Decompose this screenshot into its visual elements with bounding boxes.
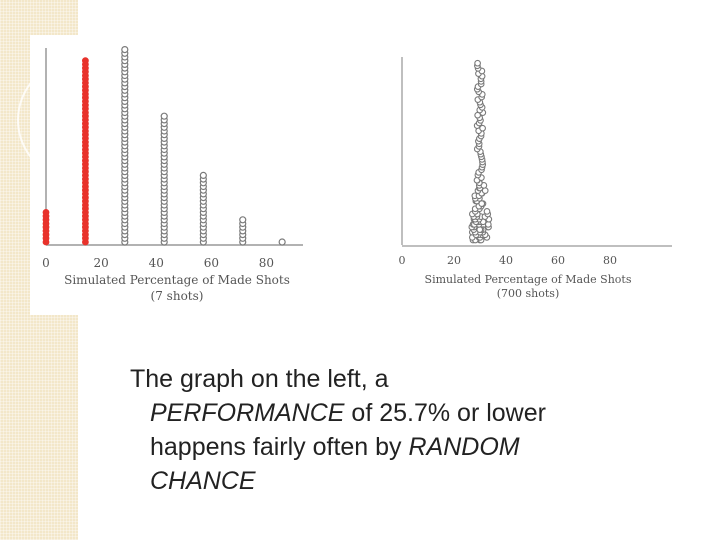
left-dot <box>239 216 247 224</box>
caption-line-4: CHANCE <box>130 464 690 498</box>
right-tick-label: 40 <box>499 254 513 267</box>
right-dots <box>468 59 493 244</box>
caption-line-1: The graph on the left, a <box>130 362 690 396</box>
left-tick-label: 20 <box>93 256 108 270</box>
left-dot <box>199 171 207 179</box>
right-tick-label: 20 <box>447 254 461 267</box>
left-x-axis-subtitle: (7 shots) <box>151 289 204 303</box>
left-dot <box>42 208 50 216</box>
left-dot <box>121 45 129 54</box>
left-tick-label: 40 <box>149 256 164 270</box>
caption-line-3: happens fairly often by RANDOM <box>130 430 690 464</box>
caption-line-1-text: The graph on the left, a <box>130 365 389 393</box>
right-x-axis-subtitle: (700 shots) <box>497 287 560 300</box>
left-dots <box>42 45 286 246</box>
right-dotplot: 0 20 40 60 80 Simulated Percentage of Made S… <box>399 57 672 300</box>
left-x-axis-title: Simulated Percentage of Made Shots <box>64 273 290 287</box>
left-tick-label: 80 <box>259 256 274 270</box>
right-tick-labels: 0 20 40 60 80 <box>399 254 618 267</box>
right-x-axis-title: Simulated Percentage of Made Shots <box>425 273 632 286</box>
right-tick-label: 60 <box>551 254 565 267</box>
caption-line-3-text: happens fairly often by <box>150 433 409 461</box>
emphasis-chance: CHANCE <box>150 467 256 495</box>
left-tick-labels: 0 20 40 60 80 <box>42 256 274 270</box>
caption-line-2: PERFORMANCE of 25.7% or lower <box>130 396 690 430</box>
caption-text: The graph on the left, a PERFORMANCE of … <box>130 362 690 498</box>
emphasis-performance: PERFORMANCE <box>150 399 345 427</box>
left-dot <box>160 112 168 120</box>
left-dot <box>278 238 286 246</box>
emphasis-random: RANDOM <box>408 433 520 461</box>
charts-panel: 0 20 40 60 80 Simulated Percentage of Made S… <box>30 35 690 315</box>
caption-line-2-text: of 25.7% or lower <box>344 399 546 427</box>
left-tick-label: 0 <box>42 256 50 270</box>
right-dot <box>479 124 486 132</box>
right-dot <box>474 59 481 67</box>
right-dot <box>483 208 491 215</box>
charts-svg: 0 20 40 60 80 Simulated Percentage of Made S… <box>42 45 672 303</box>
right-tick-label: 0 <box>399 254 406 267</box>
right-tick-label: 80 <box>603 254 617 267</box>
left-tick-label: 60 <box>204 256 219 270</box>
left-dot <box>82 57 89 65</box>
left-dotplot: 0 20 40 60 80 Simulated Percentage of Made S… <box>42 45 303 303</box>
